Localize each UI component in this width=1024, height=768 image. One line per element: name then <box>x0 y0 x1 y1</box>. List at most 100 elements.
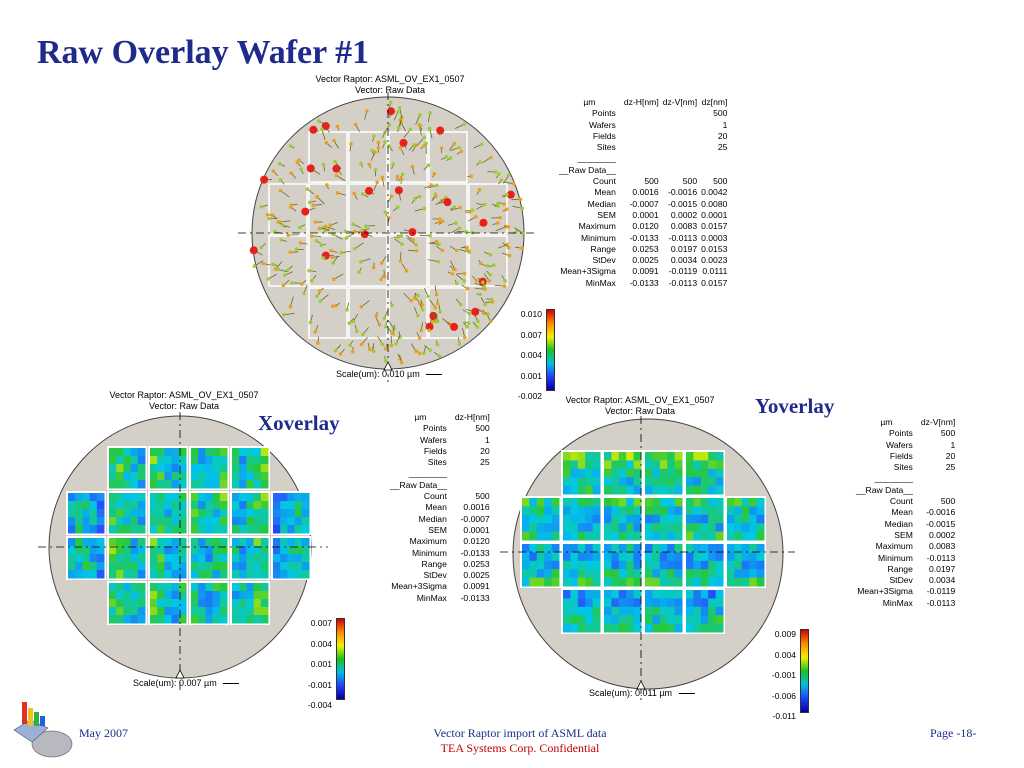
y-field-cell <box>570 606 579 616</box>
y-field-cell <box>529 552 538 562</box>
x-field-cell <box>246 562 255 571</box>
main-plot-caption: Vector Raptor: ASML_OV_EX1_0507 Vector: … <box>290 74 490 96</box>
main-vector-head <box>278 177 283 182</box>
y-field-cell <box>715 544 724 553</box>
y-field-cell <box>577 452 586 461</box>
y-field-cell <box>700 523 709 533</box>
x-field-cell <box>130 456 139 465</box>
x-field-cell <box>68 493 76 502</box>
main-stats-cell: 0.0025 <box>632 255 659 266</box>
x-field-cell <box>239 554 247 563</box>
main-vector-head <box>305 187 310 191</box>
main-vector-head <box>310 278 314 283</box>
x-field-cell <box>212 562 221 571</box>
x-field-cell <box>178 615 187 624</box>
x-field-cell <box>150 501 158 510</box>
y-field-cell <box>592 485 601 495</box>
x-field-cell <box>253 456 262 465</box>
x-field-cell <box>82 509 91 518</box>
y-field-cell <box>756 552 765 562</box>
x-field-cell <box>301 509 310 518</box>
y-field-cell <box>741 577 750 587</box>
y-stats-cell: -0.0119 <box>926 586 956 597</box>
main-notch-marker <box>383 361 393 371</box>
main-vector-head <box>511 181 516 186</box>
y-field-cell <box>756 577 765 587</box>
y-field-cell <box>708 452 717 461</box>
y-field-cell <box>577 506 586 516</box>
x-field-cell <box>123 525 132 534</box>
y-field-frame <box>602 450 643 496</box>
main-vector-head <box>376 140 381 145</box>
main-vector-head <box>290 281 294 285</box>
x-field-cell <box>150 546 158 555</box>
y-field-cell <box>715 477 724 487</box>
x-field-cell <box>280 570 288 579</box>
main-vector-head <box>271 262 275 267</box>
x-field-cell <box>239 607 247 616</box>
x-field-cell <box>260 501 269 510</box>
x-field-cell <box>178 562 187 571</box>
y-field-cell <box>700 560 709 570</box>
x-field-cell <box>130 480 139 489</box>
main-vector-head <box>382 316 387 321</box>
y-field-cell <box>645 552 653 562</box>
x-field-frame <box>148 491 188 535</box>
y-field-cell <box>667 623 676 633</box>
main-vector-head <box>359 342 364 347</box>
x-field-cell <box>68 554 76 563</box>
y-field-cell <box>659 598 668 608</box>
x-field-cell <box>239 570 247 579</box>
x-field-cell <box>157 472 165 481</box>
x-field-cell <box>273 493 281 502</box>
y-field-cell <box>708 577 717 587</box>
y-field-cell <box>577 569 586 579</box>
x-stats-label: Fields <box>423 445 447 456</box>
x-stats-cell: 20 <box>480 445 490 456</box>
x-field-cell <box>89 501 98 510</box>
y-scale: Scale(um): 0.011 µm <box>589 688 695 698</box>
x-field-cell <box>260 554 269 563</box>
main-vector-head <box>440 248 445 253</box>
main-vector-head <box>428 111 432 115</box>
x-field-cell <box>123 464 132 473</box>
main-vector-head <box>347 321 352 325</box>
y-field-cell <box>715 468 724 478</box>
x-field-cell <box>301 525 310 534</box>
y-field-cell <box>536 498 545 507</box>
x-field-cell <box>123 583 132 592</box>
main-vector-head <box>502 284 507 288</box>
x-field-cell <box>164 591 173 600</box>
x-field-cell <box>212 525 221 534</box>
x-field-cell <box>89 525 98 534</box>
y-field-cell <box>700 590 709 599</box>
y-field-cell <box>604 531 612 541</box>
y-field-cell <box>618 485 627 495</box>
main-stats-cell <box>620 120 659 131</box>
y-field-cell <box>749 523 758 533</box>
x-colorbar-ticks: 0.007 0.004 0.001 -0.001 -0.004 <box>302 613 332 716</box>
y-field-cell <box>618 544 627 553</box>
main-vector-head <box>503 279 507 283</box>
x-field-cell <box>246 464 255 473</box>
x-field-cell <box>171 591 180 600</box>
x-field-cell <box>171 525 180 534</box>
y-field-cell <box>604 623 612 633</box>
y-field-cell <box>645 598 653 608</box>
x-field-cell <box>280 493 288 502</box>
y-field-cell <box>693 506 702 516</box>
y-field-cell <box>727 560 735 570</box>
y-field-cell <box>693 606 702 616</box>
x-field-cell <box>137 538 146 547</box>
x-field-cell <box>75 501 83 510</box>
x-field-grid <box>66 446 311 625</box>
y-notch-marker <box>636 680 646 690</box>
y-field-cell <box>585 523 594 533</box>
x-field-cell <box>116 562 124 571</box>
y-field-cell <box>652 598 661 608</box>
y-field-cell <box>585 598 594 608</box>
x-field-cell <box>116 554 124 563</box>
main-vector-head <box>506 190 515 199</box>
y-field-cell <box>522 531 530 541</box>
y-field-cell <box>544 560 553 570</box>
